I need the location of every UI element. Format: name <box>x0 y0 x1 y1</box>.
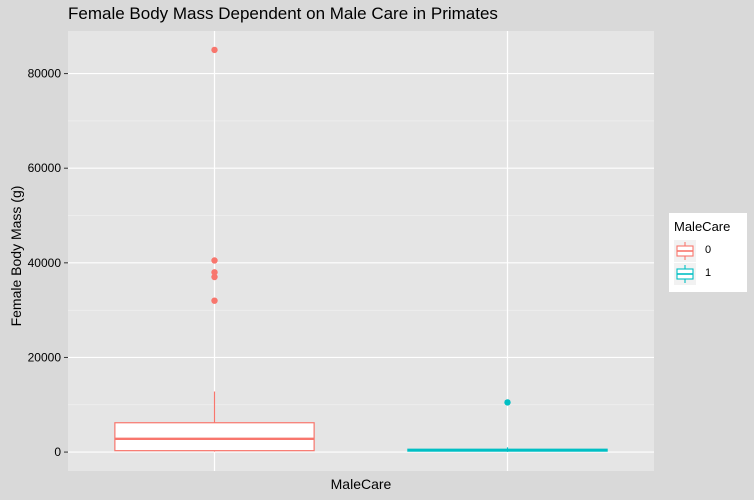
legend-key-1-glyph <box>676 265 694 283</box>
boxplot-0 <box>114 46 315 452</box>
grid-minor <box>68 120 654 406</box>
legend: MaleCare 0 1 <box>669 213 747 292</box>
boxplots <box>114 46 608 452</box>
y-tick-label: 20000 <box>28 350 62 364</box>
box <box>114 422 315 452</box>
y-tick-label: 0 <box>54 445 61 459</box>
chart-title: Female Body Mass Dependent on Male Care … <box>68 4 498 23</box>
outlier-point <box>504 399 511 406</box>
y-tick-label: 60000 <box>28 161 62 175</box>
outlier-point <box>211 273 218 281</box>
y-axis-ticks: 0 20000 40000 60000 80000 <box>28 67 68 459</box>
y-tick-label: 40000 <box>28 256 62 270</box>
y-axis-title: Female Body Mass (g) <box>8 185 24 327</box>
y-tick-label: 80000 <box>28 67 62 81</box>
outlier-point <box>211 257 218 264</box>
x-axis-title: MaleCare <box>330 476 392 492</box>
legend-key-1 <box>674 263 696 285</box>
legend-label-1: 1 <box>705 267 712 279</box>
plot-panel <box>68 31 654 471</box>
outlier-point <box>211 297 218 304</box>
legend-key-0-glyph <box>676 242 694 260</box>
boxplot-1 <box>407 399 608 452</box>
legend-key-0 <box>674 240 696 262</box>
outlier-point <box>211 269 218 276</box>
grid-major <box>68 31 654 471</box>
legend-title: MaleCare <box>674 219 731 234</box>
outlier-point <box>211 46 218 54</box>
legend-label-0: 0 <box>705 244 712 256</box>
